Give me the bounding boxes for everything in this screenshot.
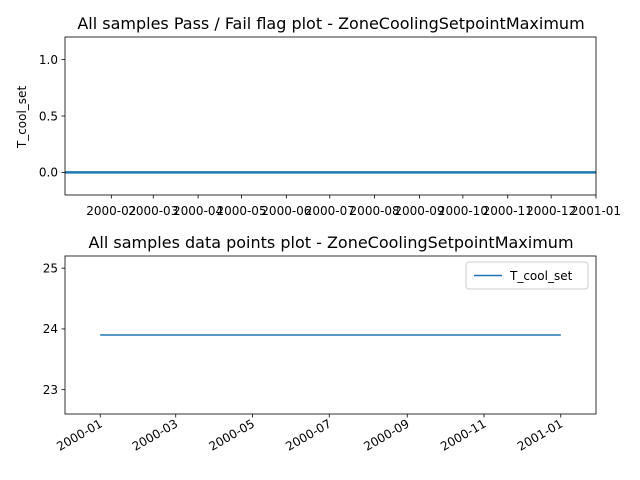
- y-tick-label: 1.0: [39, 53, 58, 67]
- x-tick-label: 2000-03: [128, 204, 178, 218]
- x-tick-label: 2000-04: [173, 204, 223, 218]
- legend: [465, 261, 589, 290]
- y-tick-label: 23: [43, 383, 58, 397]
- axes-frame: [64, 255, 597, 415]
- y-tick-label: 0.5: [39, 109, 58, 123]
- x-tick-label: 2000-05: [216, 204, 266, 218]
- y-axis-label: T_cool_set: [15, 86, 29, 150]
- x-tick-label: 2000-02: [86, 204, 136, 218]
- y-tick-label: 0.0: [39, 166, 58, 180]
- x-tick-label: 2000-07: [305, 204, 355, 218]
- pass-fail-chart: All samples Pass / Fail flag plot - Zone…: [15, 14, 621, 218]
- y-tick-label: 25: [43, 261, 58, 275]
- legend-label: T_cool_set: [509, 269, 573, 283]
- y-tick-label: 24: [43, 322, 58, 336]
- chart-title: All samples Pass / Fail flag plot - Zone…: [77, 14, 584, 33]
- x-tick-label: 2001-01: [571, 204, 621, 218]
- chart-title: All samples data points plot - ZoneCooli…: [88, 233, 573, 252]
- x-tick-label: 2000-06: [261, 204, 311, 218]
- x-tick-label: 2000-08: [350, 204, 400, 218]
- x-tick-label: 2000-11: [483, 204, 533, 218]
- x-tick-label: 2000-10: [438, 204, 488, 218]
- x-tick-label: 2000-12: [526, 204, 576, 218]
- x-tick-label: 2000-09: [394, 204, 444, 218]
